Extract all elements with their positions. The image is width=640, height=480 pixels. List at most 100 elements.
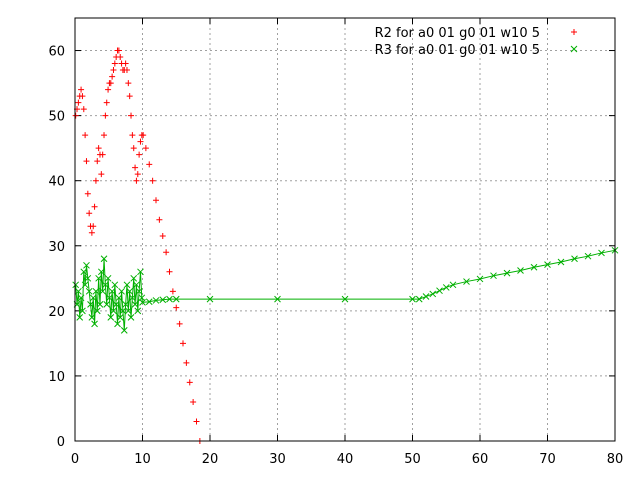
data-point	[169, 288, 176, 295]
data-point	[120, 327, 128, 334]
data-point	[95, 274, 102, 282]
x-tick-label: 60	[472, 452, 489, 467]
x-tick-label: 70	[539, 452, 556, 467]
data-point	[88, 229, 95, 236]
legend-marker	[571, 29, 577, 35]
data-point	[126, 287, 134, 295]
data-point	[106, 294, 113, 302]
data-point	[125, 80, 132, 87]
y-tick-label: 10	[48, 370, 65, 385]
data-point	[153, 197, 159, 204]
data-point	[517, 267, 524, 274]
x-tick-label: 10	[134, 452, 151, 467]
legend-entry: R2 for a0 01 g0 01 w10 5	[375, 26, 577, 41]
data-point	[102, 112, 109, 119]
data-point	[83, 261, 90, 269]
data-point	[105, 86, 112, 93]
data-point	[463, 278, 470, 285]
y-tick-label: 40	[48, 175, 65, 190]
grid	[75, 18, 615, 441]
data-point	[118, 287, 125, 295]
data-point	[442, 284, 450, 291]
data-point	[159, 296, 167, 304]
data-point	[96, 300, 104, 308]
data-point	[116, 314, 124, 321]
data-point	[190, 398, 197, 405]
data-point	[80, 268, 88, 276]
data-point	[159, 233, 166, 240]
data-point	[598, 249, 605, 257]
data-point	[571, 255, 578, 263]
data-point	[90, 223, 97, 230]
data-point	[97, 268, 105, 276]
data-point	[436, 287, 443, 295]
data-point	[81, 281, 89, 289]
series-1	[72, 47, 203, 444]
data-point	[193, 418, 200, 425]
data-point	[100, 255, 108, 263]
y-tick-label: 60	[48, 45, 65, 60]
data-point	[137, 138, 144, 145]
axis-ticks: 0 10 20 30 40 50 60 70 80 0 10 20 30 40 50 60	[48, 18, 623, 467]
data-point	[115, 47, 122, 54]
data-point	[103, 99, 110, 106]
data-point	[107, 80, 114, 87]
data-point	[84, 274, 92, 282]
data-point	[101, 132, 108, 139]
data-point	[123, 67, 130, 74]
data-point	[156, 216, 163, 223]
x-tick-label: 0	[71, 452, 79, 467]
data-point	[166, 268, 173, 275]
data-point	[82, 132, 89, 139]
data-point	[409, 295, 416, 303]
data-point	[449, 281, 457, 289]
data-point	[111, 281, 119, 289]
data-point	[92, 177, 99, 184]
data-point	[136, 151, 143, 158]
data-point	[102, 281, 109, 289]
data-point	[104, 274, 112, 282]
legend: R2 for a0 01 g0 01 w10 5 R3 for a0 01 g0 …	[375, 26, 578, 58]
data-point	[87, 300, 94, 308]
data-point	[92, 287, 100, 295]
data-point	[93, 307, 101, 315]
data-point	[135, 287, 143, 295]
data-point	[77, 294, 85, 302]
data-point	[80, 106, 87, 113]
data-point	[85, 287, 93, 295]
data-point	[183, 359, 190, 366]
data-point	[127, 314, 135, 321]
data-point	[131, 300, 139, 308]
data-point	[415, 295, 423, 303]
y-tick-label: 30	[48, 240, 65, 255]
data-point	[341, 295, 349, 303]
data-point	[83, 158, 90, 165]
data-point	[111, 60, 118, 67]
data-point	[137, 268, 144, 276]
data-point	[176, 320, 183, 327]
data-point	[94, 158, 101, 165]
y-tick-label: 0	[57, 435, 65, 450]
series-2	[72, 246, 619, 334]
data-point	[84, 190, 91, 197]
data-point	[145, 298, 153, 306]
data-point	[206, 295, 214, 303]
legend-marker	[570, 45, 578, 53]
x-tick-label: 20	[202, 452, 219, 467]
data-point	[134, 307, 142, 315]
data-point	[123, 281, 131, 289]
legend-entry: R3 for a0 01 g0 01 w10 5	[375, 43, 578, 58]
data-point	[133, 281, 140, 289]
data-point	[274, 295, 281, 303]
data-point	[115, 294, 123, 302]
data-point	[122, 300, 129, 308]
data-point	[163, 249, 170, 256]
data-point	[503, 269, 511, 277]
data-point	[108, 287, 116, 295]
data-point	[490, 272, 497, 280]
data-point	[99, 151, 106, 158]
x-tick-label: 50	[404, 452, 421, 467]
data-point	[95, 145, 102, 152]
data-point	[89, 294, 97, 302]
